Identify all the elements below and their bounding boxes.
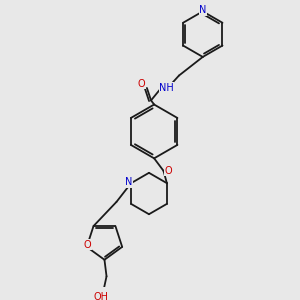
Text: O: O bbox=[138, 79, 146, 89]
Text: OH: OH bbox=[94, 292, 109, 300]
Text: O: O bbox=[84, 240, 92, 250]
Text: O: O bbox=[165, 166, 172, 176]
Text: NH: NH bbox=[159, 83, 174, 93]
Text: N: N bbox=[199, 5, 206, 15]
Text: N: N bbox=[125, 177, 133, 187]
